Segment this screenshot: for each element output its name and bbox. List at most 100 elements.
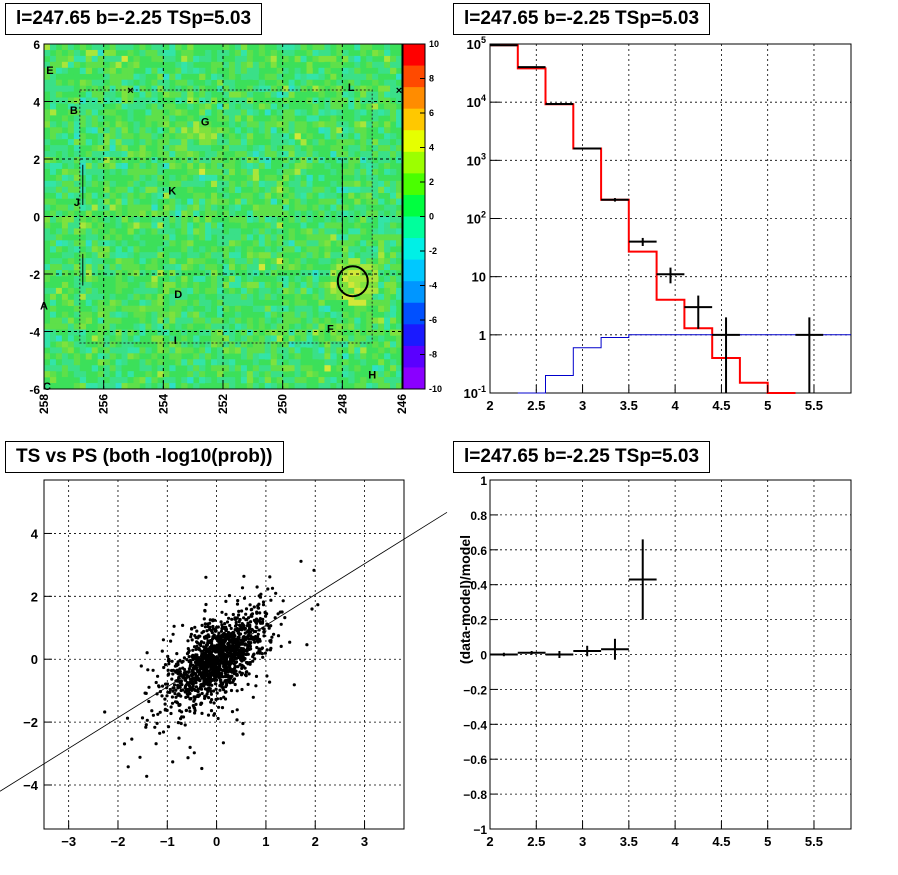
heatmap-cell [294,192,301,199]
heatmap-cell [246,270,254,277]
heatmap-cell [97,359,104,366]
heatmap-cell [223,252,230,259]
heatmap-cell [151,287,158,295]
heatmap-cell [270,252,277,259]
heatmap-cell [336,133,343,140]
scatter-point [151,713,155,717]
scatter-point [215,660,219,664]
heatmap-cell [258,79,266,86]
heatmap-cell [288,264,295,271]
heatmap-cell [384,305,391,312]
scatter-point [254,620,258,624]
heatmap-cell [67,353,75,360]
heatmap-cell [44,61,51,69]
scatter-point [194,647,198,652]
scatter-point [265,674,269,678]
heatmap-cell [97,103,104,110]
heatmap-cell [181,299,188,307]
heatmap-cell [294,323,301,330]
heatmap-cell [294,109,301,116]
heatmap-cell [378,371,385,378]
heatmap-cell [390,311,397,318]
y-tick-label: 10-1 [464,384,486,401]
heatmap-cell [79,97,87,104]
heatmap-cell [228,186,236,194]
heatmap-cell [252,240,260,247]
heatmap-cell [205,377,212,384]
heatmap-cell [109,174,116,182]
heatmap-cell [44,49,51,57]
heatmap-cell [384,299,391,307]
heatmap-cell [199,91,206,98]
heatmap-cell [187,228,194,235]
heatmap-cell [390,359,397,366]
heatmap-cell [193,168,200,176]
heatmap-cell [240,103,248,110]
heatmap-cell [372,383,379,390]
heatmap-cell [55,353,63,360]
heatmap-cell [318,228,325,235]
heatmap-cell [366,157,373,164]
heatmap-cell [312,341,319,348]
heatmap-cell [276,55,283,63]
scatter-point [155,721,159,726]
scatter-point [219,679,223,683]
heatmap-cell [169,162,176,170]
heatmap-cell [187,174,194,182]
heatmap-cell [396,371,403,378]
heatmap-cell [199,97,206,104]
heatmap-cell [330,103,337,110]
heatmap-cell [157,383,164,390]
scatter-point [207,639,211,643]
heatmap-cell [91,61,98,69]
heatmap-cell [318,353,325,360]
heatmap-cell [223,139,230,146]
heatmap-cell [175,198,182,205]
scatter-point [224,599,228,604]
heatmap-cell [97,252,104,259]
heatmap-cell [109,311,116,318]
heatmap-cell [246,97,254,104]
scatter-point [200,623,204,628]
heatmap-cell [97,192,104,199]
heatmap-cell [234,44,242,51]
heatmap-cell [372,264,379,271]
heatmap-cell [91,115,98,122]
heatmap-cell [211,287,218,295]
heatmap-cell [73,270,81,277]
heatmap-cell [193,317,200,324]
heatmap-cell [234,335,242,342]
heatmap-cell [97,246,104,253]
heatmap-cell [67,157,75,164]
heatmap-cell [169,44,176,51]
heatmap-cell [240,365,248,372]
heatmap-cell [205,97,212,104]
heatmap-cell [246,115,254,122]
heatmap-cell [306,162,313,170]
heatmap-cell [252,204,260,211]
heatmap-cell [288,73,295,80]
y-tick-label: −1 [473,823,487,837]
heatmap-cell [121,305,128,312]
heatmap-cell [390,234,397,241]
scatter-point [187,655,191,659]
heatmap-cell [181,246,188,253]
heatmap-cell [127,67,134,75]
heatmap-cell [300,55,307,63]
heatmap-cell [73,305,81,312]
heatmap-cell [300,67,307,75]
heatmap-cell [342,174,349,182]
heatmap-cell [199,73,206,80]
heatmap-cell [85,311,93,318]
heatmap-cell [85,97,93,104]
heatmap-cell [103,264,110,271]
heatmap-cell [390,210,397,217]
heatmap-cell [396,365,403,372]
heatmap-cell [336,275,343,283]
scatter-point [180,683,184,687]
heatmap-cell [390,133,397,140]
heatmap-cell [127,44,134,51]
scatter-point [209,644,214,648]
scatter-point [235,718,239,722]
scatter-point [212,633,216,637]
